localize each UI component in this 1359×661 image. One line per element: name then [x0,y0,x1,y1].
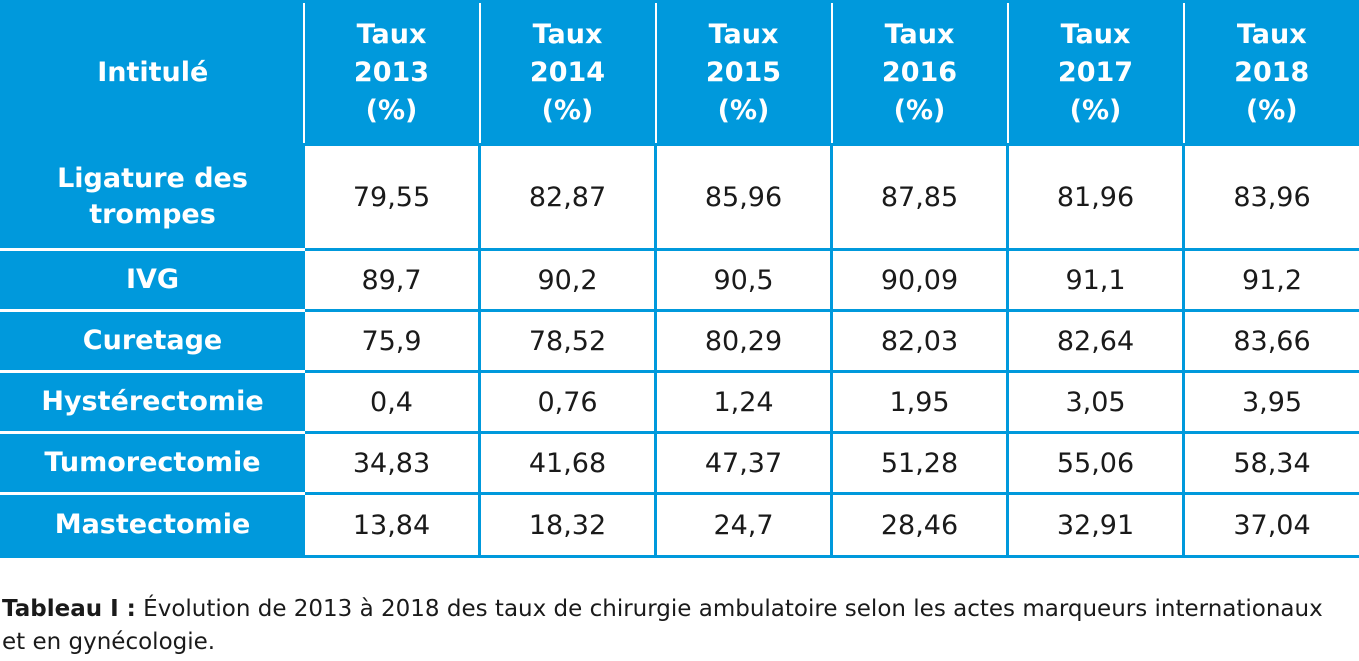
header-year: 2014 [529,57,606,88]
header-year: 2013 [353,57,430,88]
table-caption: Tableau I : Évolution de 2013 à 2018 des… [2,593,1352,659]
header-unit: (%) [1245,95,1298,126]
table-cell: 1,24 [654,370,833,434]
table-cell: 55,06 [1006,431,1185,495]
table-cell: 34,83 [302,431,481,495]
row-label: Ligature des trompes [0,143,305,251]
table-cell: 18,32 [478,492,657,558]
table-cell: 58,34 [1182,431,1359,495]
header-year-cell: Taux 2017 (%) [1006,0,1185,146]
row-label-line: Ligature des [57,163,248,194]
row-label-line: trompes [89,199,216,230]
table-cell: 91,2 [1182,248,1359,312]
header-year-cell: Taux 2015 (%) [654,0,833,146]
header-line: Taux [356,19,427,50]
table-row: Tumorectomie 34,83 41,68 47,37 51,28 55,… [0,431,1359,495]
caption-label: Tableau I : [2,596,136,622]
table-row: Curetage 75,9 78,52 80,29 82,03 82,64 83… [0,309,1359,373]
table-row: Hystérectomie 0,4 0,76 1,24 1,95 3,05 3,… [0,370,1359,434]
header-unit: (%) [1069,95,1122,126]
header-year: 2017 [1057,57,1134,88]
table-cell: 82,03 [830,309,1009,373]
table-row: IVG 89,7 90,2 90,5 90,09 91,1 91,2 [0,248,1359,312]
header-year: 2018 [1234,57,1310,88]
header-year-cell: Taux 2018 (%) [1182,0,1359,146]
header-unit: (%) [893,95,946,126]
table-cell: 0,76 [478,370,657,434]
table-cell: 0,4 [302,370,481,434]
row-label: Curetage [0,309,305,373]
table-cell: 85,96 [654,143,833,251]
header-line: Taux [708,19,779,50]
table-cell: 89,7 [302,248,481,312]
row-label: Tumorectomie [0,431,305,495]
header-label-cell: Intitulé [0,0,305,146]
table-cell: 79,55 [302,143,481,251]
table-cell: 32,91 [1006,492,1185,558]
table-cell: 3,95 [1182,370,1359,434]
table-cell: 51,28 [830,431,1009,495]
table-cell: 90,09 [830,248,1009,312]
header-row: Intitulé Taux 2013 (%) Taux 2014 (%) Tau… [0,0,1359,146]
table-cell: 24,7 [654,492,833,558]
table-cell: 37,04 [1182,492,1359,558]
table-cell: 83,96 [1182,143,1359,251]
header-year-cell: Taux 2014 (%) [478,0,657,146]
table-cell: 82,87 [478,143,657,251]
table-cell: 90,5 [654,248,833,312]
table-row: Mastectomie 13,84 18,32 24,7 28,46 32,91… [0,492,1359,558]
row-label: IVG [0,248,305,312]
table-cell: 47,37 [654,431,833,495]
header-line: Taux [884,19,955,50]
header-line: Taux [1236,19,1307,50]
header-unit: (%) [717,95,770,126]
rates-table: Intitulé Taux 2013 (%) Taux 2014 (%) Tau… [0,0,1359,558]
table-cell: 78,52 [478,309,657,373]
header-year: 2016 [881,57,958,88]
table-row: Ligature des trompes 79,55 82,87 85,96 8… [0,143,1359,251]
header-line: Taux [532,19,603,50]
table-cell: 28,46 [830,492,1009,558]
table-cell: 1,95 [830,370,1009,434]
table-cell: 82,64 [1006,309,1185,373]
header-year-cell: Taux 2016 (%) [830,0,1009,146]
table-cell: 41,68 [478,431,657,495]
caption-text: Évolution de 2013 à 2018 des taux de chi… [2,596,1323,655]
header-unit: (%) [365,95,418,126]
row-label: Hystérectomie [0,370,305,434]
header-line: Taux [1060,19,1131,50]
table-cell: 90,2 [478,248,657,312]
table-cell: 13,84 [302,492,481,558]
table-cell: 83,66 [1182,309,1359,373]
table-cell: 87,85 [830,143,1009,251]
header-year: 2015 [705,57,782,88]
table-cell: 80,29 [654,309,833,373]
row-label: Mastectomie [0,492,305,558]
table-cell: 91,1 [1006,248,1185,312]
table-cell: 75,9 [302,309,481,373]
header-year-cell: Taux 2013 (%) [302,0,481,146]
header-unit: (%) [541,95,594,126]
table-cell: 81,96 [1006,143,1185,251]
table-cell: 3,05 [1006,370,1185,434]
